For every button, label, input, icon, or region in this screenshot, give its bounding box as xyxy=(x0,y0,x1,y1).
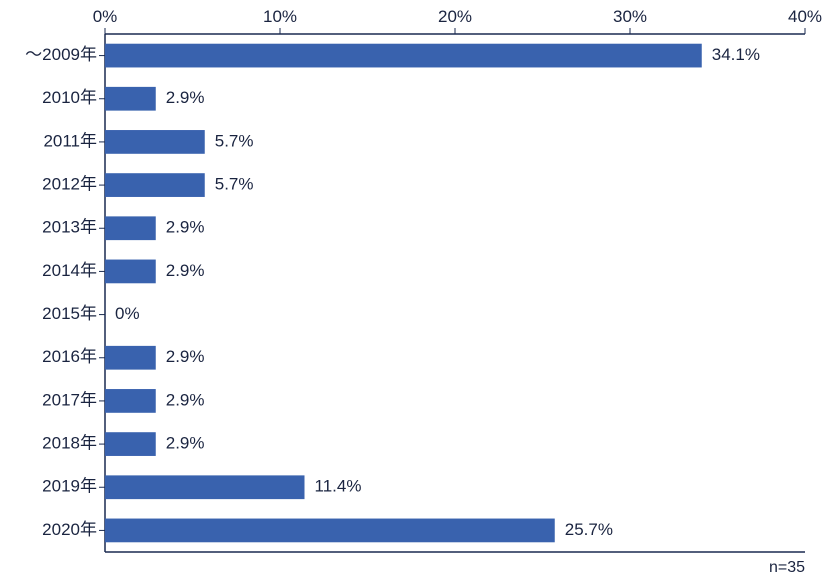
category-label: 2017年 xyxy=(42,390,97,409)
value-label: 2.9% xyxy=(166,261,205,280)
category-label: 2016年 xyxy=(42,347,97,366)
bar xyxy=(105,87,156,111)
category-label: 2010年 xyxy=(42,88,97,107)
x-tick-label: 20% xyxy=(438,7,472,26)
bar xyxy=(105,130,205,154)
value-label: 5.7% xyxy=(215,131,254,150)
category-label: 2011年 xyxy=(43,131,97,150)
bar xyxy=(105,389,156,413)
year-distribution-chart: 0% 10% 20% 30% 40% ～2009年 34.1% 2010年 2.9% 2011年 5… xyxy=(0,0,822,588)
value-label: 2.9% xyxy=(166,218,205,237)
value-label: 25.7% xyxy=(565,520,613,539)
category-label: ～2009年 xyxy=(25,45,97,64)
bar xyxy=(105,173,205,197)
category-label: 2020年 xyxy=(42,520,97,539)
chart-svg: 0% 10% 20% 30% 40% ～2009年 34.1% 2010年 2.9% 2011年 5… xyxy=(0,0,822,588)
x-tick-label: 30% xyxy=(613,7,647,26)
footnote: n=35 xyxy=(769,559,805,576)
bar xyxy=(105,216,156,240)
x-tick-label: 40% xyxy=(788,7,822,26)
x-tick-label: 10% xyxy=(263,7,297,26)
bar xyxy=(105,346,156,370)
bar xyxy=(105,44,702,68)
category-label: 2012年 xyxy=(42,175,97,194)
category-label: 2014年 xyxy=(42,261,97,280)
category-label: 2019年 xyxy=(42,477,97,496)
value-label: 2.9% xyxy=(166,347,205,366)
bar xyxy=(105,260,156,284)
value-label: 2.9% xyxy=(166,390,205,409)
value-label: 2.9% xyxy=(166,434,205,453)
bar xyxy=(105,432,156,456)
value-label: 0% xyxy=(115,304,140,323)
category-label: 2018年 xyxy=(42,434,97,453)
value-label: 2.9% xyxy=(166,88,205,107)
value-label: 11.4% xyxy=(315,477,362,496)
bar xyxy=(105,519,555,543)
value-label: 34.1% xyxy=(712,45,760,64)
value-label: 5.7% xyxy=(215,175,254,194)
x-tick-label: 0% xyxy=(93,7,118,26)
category-label: 2015年 xyxy=(42,304,97,323)
category-label: 2013年 xyxy=(42,218,97,237)
bar xyxy=(105,475,305,499)
